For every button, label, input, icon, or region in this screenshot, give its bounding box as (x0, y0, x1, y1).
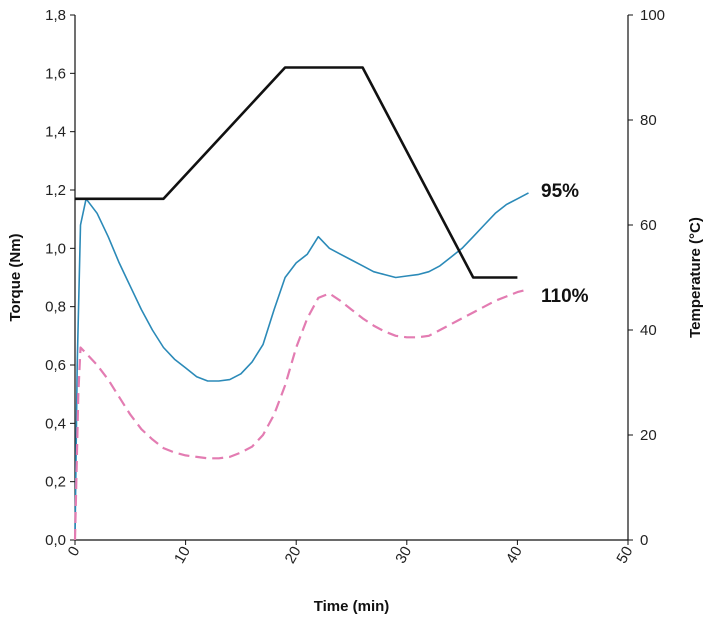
x-tick-label: 10 (171, 544, 194, 567)
plot-area (73, 66, 529, 541)
x-tick-label: 30 (392, 544, 415, 567)
y-tick-label: 1,4 (45, 124, 66, 141)
y-tick-label: 1,0 (45, 240, 66, 257)
y2-tick-label: 40 (640, 322, 657, 339)
y2-tick-label: 60 (640, 217, 657, 234)
y-tick-label: 0,6 (45, 357, 66, 374)
x-axis-label: Time (min) (314, 598, 390, 615)
y-tick-label: 1,8 (45, 7, 66, 24)
x-tick-label: 20 (282, 544, 305, 567)
ticks: 0,0 0,2 0,4 0,6 0,8 1,0 1,2 1,4 1,6 1,8 0 20 40 60 80 1… (45, 7, 665, 566)
x-tick-label: 40 (503, 544, 526, 567)
y-axis-label: Torque (Nm) (7, 233, 24, 321)
y2-tick-label: 20 (640, 427, 657, 444)
series-line-0 (74, 192, 529, 541)
y-tick-label: 0,0 (45, 532, 66, 549)
y-tick-label: 1,2 (45, 182, 66, 199)
temperature-line (75, 66, 518, 279)
series-label-110: 110% (541, 286, 589, 307)
y-tick-label: 1,6 (45, 65, 66, 82)
y2-tick-label: 0 (640, 532, 648, 549)
x-tick-label: 0 (65, 544, 84, 560)
y-tick-label: 0,4 (45, 415, 66, 432)
axes (74, 15, 629, 541)
series-line-1 (73, 288, 529, 541)
y2-axis-label: Temperature (°C) (687, 217, 704, 338)
x-tick-label: 50 (613, 544, 636, 567)
y-tick-label: 0,8 (45, 299, 66, 316)
series-label-95: 95% (541, 181, 579, 202)
y-tick-label: 0,2 (45, 474, 66, 491)
y2-tick-label: 80 (640, 112, 657, 129)
y2-tick-label: 100 (640, 7, 665, 24)
